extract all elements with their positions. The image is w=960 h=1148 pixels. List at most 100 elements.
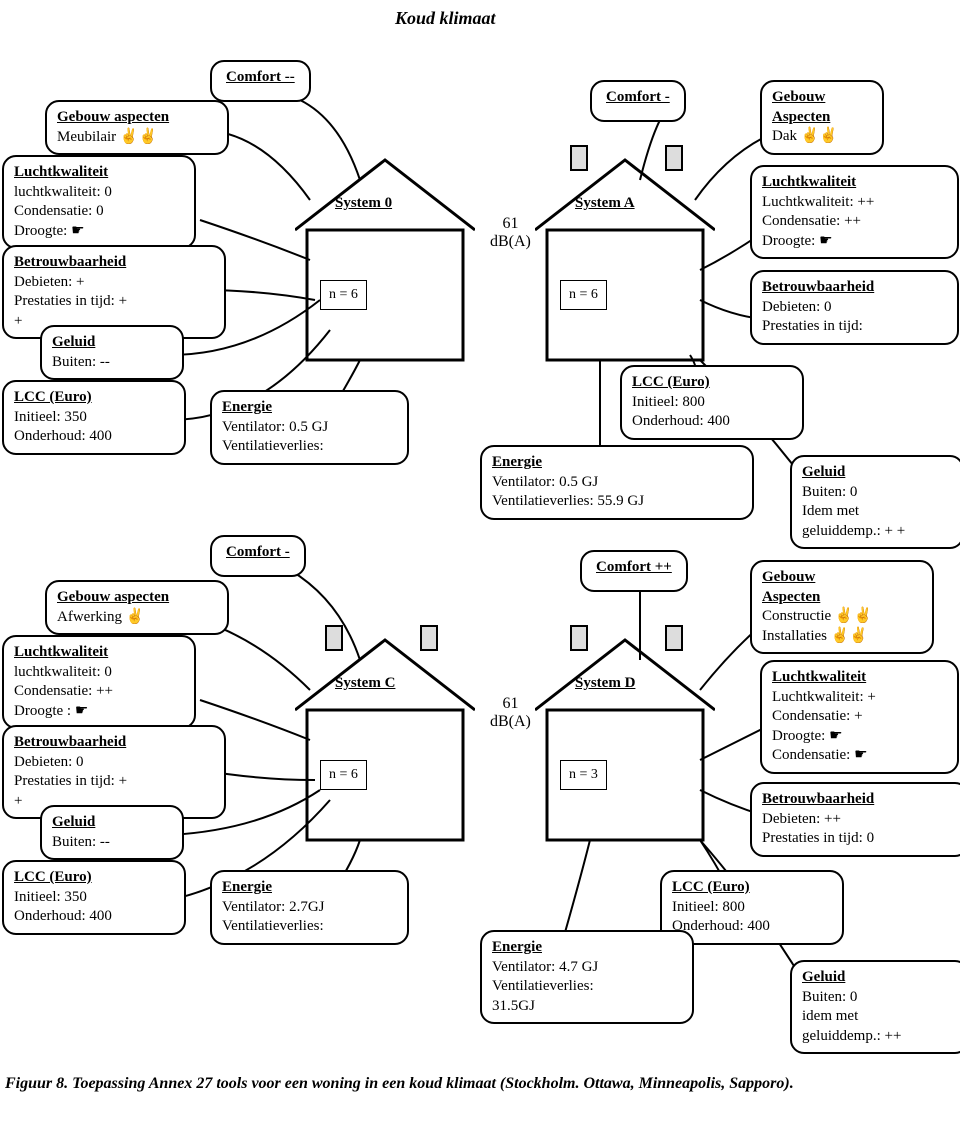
bubble-lq-br: Luchtkwaliteit Luchtkwaliteit: + Condens… [760,660,959,774]
v: Droogte: ☛ [762,233,833,249]
v: + [14,793,22,809]
v: luchtkwaliteit: 0 [14,664,112,680]
v: geluiddemp.: ++ [802,1028,901,1044]
v: Ventilator: 4.7 GJ [492,959,598,975]
v: Buiten: -- [52,834,110,850]
comfort-label: Comfort -- [226,68,295,88]
v: Initieel: 350 [14,889,87,905]
v: Condensatie: ++ [762,213,861,229]
v: Buiten: 0 [802,484,857,500]
comfort-label: Comfort - [226,543,290,563]
v: Condensatie: ☛ [772,747,868,763]
v: Condensatie: ++ [14,683,113,699]
v: Onderhoud: 400 [632,413,730,429]
bubble-lcc-tr: LCC (Euro) Initieel: 800 Onderhoud: 400 [620,365,804,440]
v: luchtkwaliteit: 0 [14,184,112,200]
diagram-canvas: Koud klimaat System 0 n = 6 System A n =… [0,0,960,1148]
hdr2: Aspecten [772,108,872,128]
bubble-en-tl: Energie Ventilator: 0.5 GJ Ventilatiever… [210,390,409,465]
bubble-bet-br: Betrouwbaarheid Debieten: ++ Prestaties … [750,782,960,857]
v: Dak ✌✌ [772,128,838,144]
v: Initieel: 800 [632,394,705,410]
v: + [14,313,22,329]
bubble-gel-tr: Geluid Buiten: 0 Idem met geluiddemp.: +… [790,455,960,549]
v: Droogte: ☛ [772,728,843,744]
hdr: Gebouw aspecten [57,108,217,128]
v: Idem met [802,503,859,519]
val: Meubilair ✌✌ [57,129,157,145]
hdr: Betrouwbaarheid [762,278,947,298]
v: Debieten: ++ [762,811,841,827]
comfort-label: Comfort ++ [596,558,672,578]
bubble-en-tr: Energie Ventilator: 0.5 GJ Ventilatiever… [480,445,754,520]
v: idem met [802,1008,858,1024]
v: Onderhoud: 400 [14,428,112,444]
v: Debieten: 0 [762,299,832,315]
bubble-comfort-br: Comfort ++ [580,550,688,592]
bubble-bet-tr: Betrouwbaarheid Debieten: 0 Prestaties i… [750,270,959,345]
hdr: Energie [222,878,397,898]
hdr: Luchtkwaliteit [14,163,184,183]
bubble-comfort-bl: Comfort - [210,535,306,577]
bubble-lq-tl: Luchtkwaliteit luchtkwaliteit: 0 Condens… [2,155,196,249]
v: Ventilatieverlies: 55.9 GJ [492,493,644,509]
val: Afwerking ✌ [57,609,144,625]
v: Ventilatieverlies: [492,978,594,994]
hdr: Betrouwbaarheid [762,790,957,810]
v: Condensatie: 0 [14,203,104,219]
hdr2: Aspecten [762,588,922,608]
hdr: Geluid [52,333,172,353]
v: Luchtkwaliteit: ++ [762,194,874,210]
hdr: Luchtkwaliteit [762,173,947,193]
hdr: Gebouw [762,568,922,588]
hdr: Luchtkwaliteit [772,668,947,688]
bubble-gebouw-br: Gebouw Aspecten Constructie ✌✌ Installat… [750,560,934,654]
v: Prestaties in tijd: + [14,293,127,309]
bubble-en-bl: Energie Ventilator: 2.7GJ Ventilatieverl… [210,870,409,945]
hdr: Gebouw aspecten [57,588,217,608]
bubble-lcc-bl: LCC (Euro) Initieel: 350 Onderhoud: 400 [2,860,186,935]
hdr: Betrouwbaarheid [14,733,214,753]
v: Buiten: -- [52,354,110,370]
bubble-gebouw-tr: Gebouw Aspecten Dak ✌✌ [760,80,884,155]
bubble-gel-tl: Geluid Buiten: -- [40,325,184,380]
comfort-label: Comfort - [606,88,670,108]
hdr: LCC (Euro) [672,878,832,898]
bubble-en-br: Energie Ventilator: 4.7 GJ Ventilatiever… [480,930,694,1024]
v: Prestaties in tijd: 0 [762,830,874,846]
v: Constructie ✌✌ [762,608,872,624]
v: Initieel: 800 [672,899,745,915]
v: Ventilator: 0.5 GJ [222,419,328,435]
hdr: Geluid [802,968,957,988]
v: Initieel: 350 [14,409,87,425]
v: Debieten: + [14,274,85,290]
hdr: Energie [222,398,397,418]
bubble-gebouw-tl: Gebouw aspecten Meubilair ✌✌ [45,100,229,155]
v: geluiddemp.: + + [802,523,905,539]
v: Luchtkwaliteit: + [772,689,876,705]
v: Ventilator: 2.7GJ [222,899,325,915]
hdr: Energie [492,453,742,473]
hdr: Betrouwbaarheid [14,253,214,273]
v: Ventilatieverlies: [222,438,324,454]
bubble-lcc-tl: LCC (Euro) Initieel: 350 Onderhoud: 400 [2,380,186,455]
v: 31.5GJ [492,998,535,1014]
hdr: LCC (Euro) [14,868,174,888]
hdr: LCC (Euro) [632,373,792,393]
figure-caption: Figuur 8. Toepassing Annex 27 tools voor… [5,1075,945,1093]
bubble-gebouw-bl: Gebouw aspecten Afwerking ✌ [45,580,229,635]
v: Ventilatieverlies: [222,918,324,934]
hdr: Geluid [52,813,172,833]
bubble-lq-tr: Luchtkwaliteit Luchtkwaliteit: ++ Conden… [750,165,959,259]
bubble-comfort-tl: Comfort -- [210,60,311,102]
hdr: Energie [492,938,682,958]
bubble-comfort-tr: Comfort - [590,80,686,122]
hdr: Geluid [802,463,952,483]
hdr: LCC (Euro) [14,388,174,408]
hdr: Luchtkwaliteit [14,643,184,663]
v: Prestaties in tijd: [762,318,863,334]
v: Condensatie: + [772,708,863,724]
bubble-gel-br: Geluid Buiten: 0 idem met geluiddemp.: +… [790,960,960,1054]
v: Droogte : ☛ [14,703,88,719]
v: Buiten: 0 [802,989,857,1005]
